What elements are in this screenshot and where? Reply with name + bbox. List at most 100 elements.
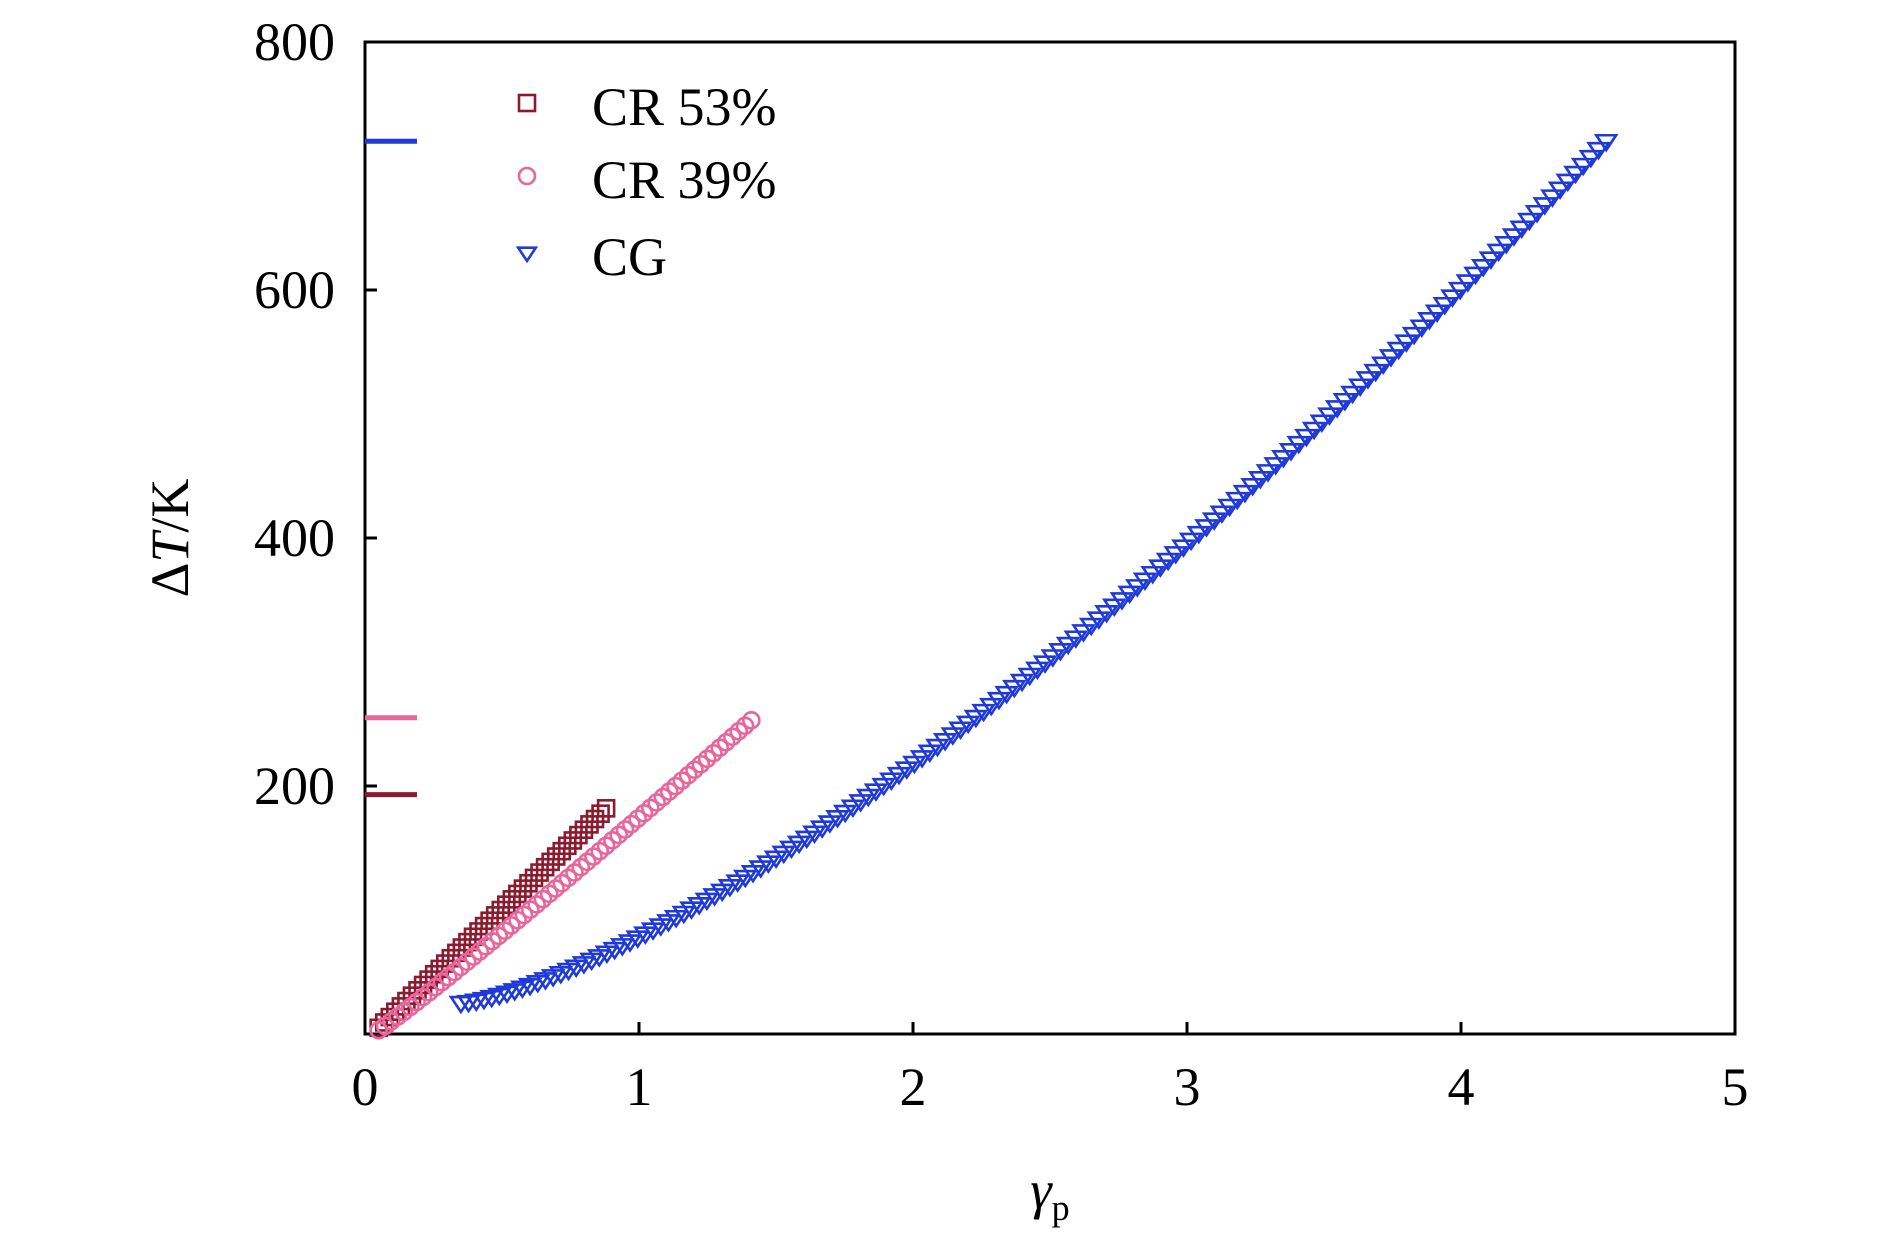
x-tick-label: 1: [626, 1057, 653, 1117]
data-point: [1232, 484, 1258, 504]
data-point: [1171, 539, 1196, 558]
data-point: [1340, 385, 1365, 405]
data-point: [1117, 585, 1142, 605]
data-point: [1570, 157, 1596, 177]
series-layer: [369, 133, 1619, 1040]
data-point: [940, 727, 966, 746]
legend-label: CR 39%: [592, 150, 777, 210]
data-point: [530, 863, 549, 882]
data-point: [1532, 197, 1558, 216]
data-point: [596, 799, 616, 818]
data-point: [1401, 326, 1427, 346]
data-point: [1086, 611, 1112, 630]
data-point: [1255, 464, 1281, 483]
data-point: [1163, 546, 1189, 565]
data-point: [1355, 371, 1381, 390]
data-point: [1470, 259, 1496, 278]
data-point: [971, 703, 996, 723]
data-point: [496, 895, 516, 914]
data-point: [1094, 604, 1119, 624]
series-circle: [369, 710, 761, 1040]
data-point: [925, 738, 950, 758]
data-point: [591, 804, 610, 823]
data-point: [1370, 356, 1396, 375]
data-point: [994, 685, 1019, 705]
data-point: [1294, 428, 1319, 448]
data-point: [1501, 228, 1527, 247]
data-point: [1178, 532, 1204, 552]
data-point: [1493, 235, 1519, 255]
legend: CR 53% CR 39% CG: [515, 77, 777, 287]
data-point: [1447, 281, 1473, 301]
y-axis-ticks: 200 400 600 800: [254, 12, 377, 816]
data-point: [1509, 220, 1534, 240]
data-point: [519, 873, 538, 893]
legend-item: CG: [515, 227, 667, 287]
x-tick-label: 3: [1174, 1057, 1201, 1117]
data-point: [1332, 392, 1358, 412]
data-point: [1071, 624, 1096, 643]
data-point: [1555, 173, 1581, 193]
data-point: [1017, 667, 1043, 687]
data-point: [1009, 673, 1035, 693]
legend-item: CR 53%: [517, 77, 777, 137]
data-point: [742, 710, 761, 730]
data-point: [1040, 649, 1066, 668]
data-point: [569, 825, 588, 845]
data-point: [469, 922, 488, 941]
data-point: [524, 868, 544, 888]
data-point: [1309, 414, 1335, 434]
legend-marker: [517, 93, 537, 113]
data-point: [1324, 400, 1350, 419]
legend-marker: [517, 166, 537, 186]
data-point: [1209, 505, 1235, 525]
data-point: [563, 831, 583, 850]
data-point: [1247, 471, 1273, 490]
data-point: [1055, 636, 1081, 656]
data-point: [1424, 304, 1450, 323]
data-point: [1101, 598, 1127, 618]
data-point: [1578, 149, 1604, 169]
data-point: [963, 709, 989, 729]
data-point: [1301, 421, 1327, 441]
data-point: [1224, 491, 1250, 511]
data-point: [932, 733, 958, 752]
data-point: [546, 847, 566, 866]
data-point: [917, 744, 943, 763]
y-tick-label: 200: [254, 756, 335, 816]
data-point: [474, 916, 494, 936]
data-point: [535, 857, 555, 877]
legend-label: CR 53%: [592, 77, 777, 137]
data-point: [1032, 655, 1058, 674]
data-point: [513, 879, 533, 898]
data-point: [1240, 478, 1265, 497]
data-point: [1440, 289, 1465, 308]
x-axis-ticks: 0 1 2 3 4 5: [352, 1022, 1749, 1117]
data-point: [1363, 363, 1388, 383]
data-point: [1286, 435, 1312, 455]
data-point: [1109, 592, 1135, 611]
data-point: [1132, 572, 1158, 592]
data-point: [463, 927, 483, 947]
data-point: [1432, 296, 1458, 316]
data-point: [1025, 661, 1050, 681]
data-point: [1278, 443, 1304, 462]
data-point: [1417, 311, 1442, 331]
y-tick-label: 800: [254, 12, 335, 72]
data-point: [1317, 407, 1342, 426]
data-point: [491, 900, 511, 920]
data-point: [955, 715, 981, 735]
data-point: [1593, 133, 1619, 153]
data-point: [909, 750, 935, 769]
data-point: [1378, 349, 1404, 368]
data-point: [1155, 552, 1181, 572]
legend-marker: [515, 246, 539, 264]
x-tick-label: 4: [1448, 1057, 1475, 1117]
data-point: [1194, 519, 1219, 538]
data-point: [978, 697, 1004, 717]
data-point: [1547, 181, 1573, 200]
data-point: [1048, 642, 1073, 662]
data-point: [1148, 559, 1173, 578]
data-point: [1186, 525, 1212, 545]
